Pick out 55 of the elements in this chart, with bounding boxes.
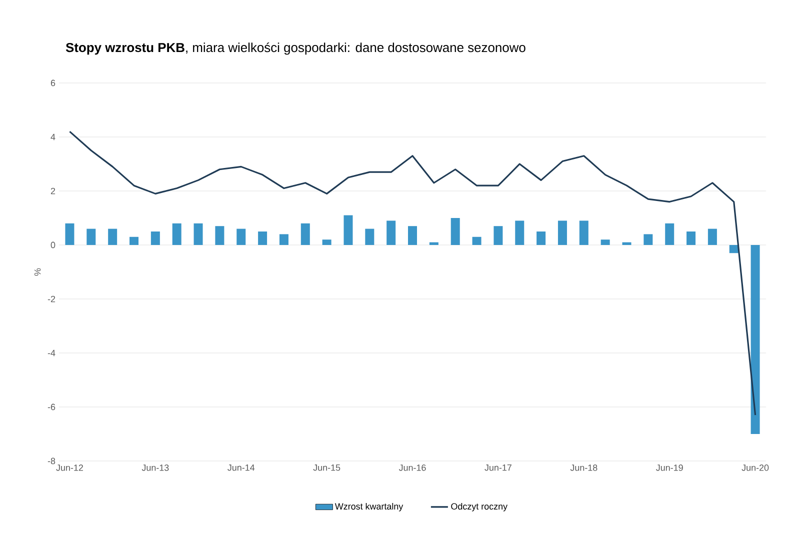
bar (108, 228, 118, 245)
y-axis-title: % (34, 268, 41, 276)
legend-label: Wzrost kwartalny (334, 502, 404, 512)
bar (65, 223, 74, 245)
bar (644, 234, 653, 245)
bar (150, 231, 160, 245)
bar (386, 220, 396, 245)
bar (600, 240, 610, 245)
x-tick-label: Jun-20 (742, 464, 769, 471)
bar (579, 220, 588, 245)
y-tick-label: -4 (48, 350, 56, 356)
bar (365, 228, 374, 245)
bar (729, 244, 738, 254)
bar (494, 226, 503, 245)
bar (408, 226, 418, 245)
x-tick-label: Jun-12 (56, 464, 83, 471)
legend-label: Odczyt roczny (451, 502, 508, 512)
bar (708, 228, 717, 245)
bar (258, 231, 268, 245)
x-tick-label: Jun-17 (484, 464, 512, 471)
bar (750, 244, 760, 434)
bar (686, 231, 696, 245)
x-tick-label: Jun-13 (142, 464, 169, 471)
bar (536, 231, 546, 245)
y-tick-label: 4 (50, 134, 56, 140)
y-tick-label: 6 (50, 80, 56, 86)
bar (665, 223, 674, 245)
bar (279, 234, 288, 245)
y-tick-label: -6 (48, 404, 56, 410)
bar (300, 223, 310, 245)
bar (558, 220, 567, 245)
y-tick-label: 0 (50, 242, 56, 248)
bar (429, 242, 438, 245)
x-tick-label: Jun-14 (228, 464, 255, 471)
bar (215, 226, 224, 245)
bar (194, 223, 203, 245)
y-tick-label: -2 (48, 296, 56, 302)
bar (472, 236, 482, 245)
line-series (68, 130, 756, 416)
bar (344, 215, 353, 245)
bar (172, 223, 182, 245)
y-tick-label: -8 (48, 458, 56, 464)
bar (622, 242, 632, 245)
bar (129, 236, 138, 245)
bar (450, 218, 460, 245)
bar (86, 228, 96, 245)
x-tick-label: Jun-15 (313, 464, 340, 471)
x-tick-label: Jun-18 (570, 464, 598, 471)
chart-title: Stopy wzrostu PKB, miara wielkości gospodarki: dane dostosowane sezonowo (66, 42, 526, 55)
bar (322, 240, 332, 245)
y-tick-label: 2 (50, 188, 56, 194)
x-tick-label: Jun-19 (656, 464, 683, 471)
x-tick-label: Jun-16 (398, 464, 426, 471)
bar (515, 220, 524, 245)
bar (236, 228, 246, 245)
